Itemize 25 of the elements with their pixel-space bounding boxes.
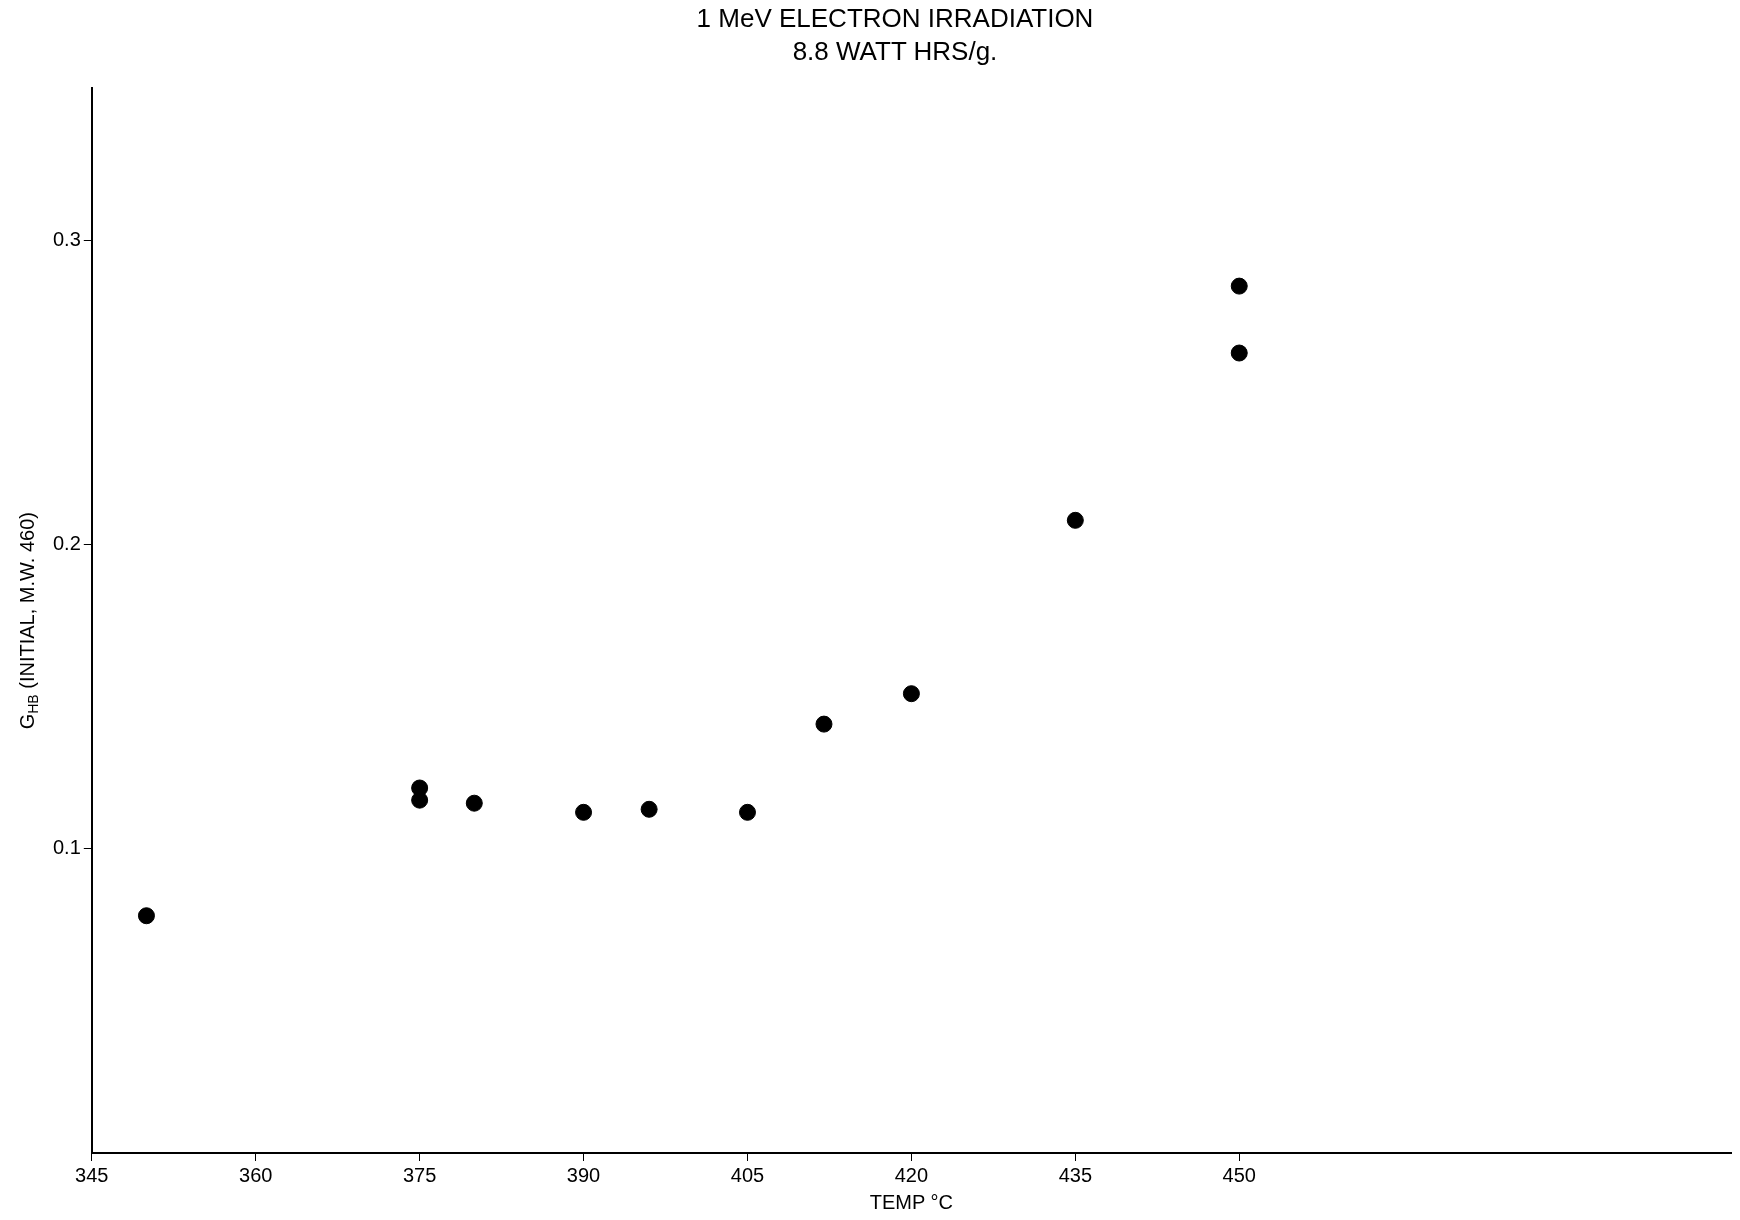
x-tick-label: 450: [1222, 1163, 1256, 1186]
x-axis-title: TEMP °C: [869, 1190, 953, 1213]
point: [575, 803, 593, 821]
point: [815, 715, 833, 733]
y-tick-label: 0.2: [52, 532, 81, 555]
point: [902, 685, 920, 703]
point: [640, 800, 658, 818]
point: [465, 794, 483, 812]
point: [137, 907, 155, 925]
y-tick-label: 0.3: [52, 228, 81, 250]
x-tick-label: 375: [402, 1163, 437, 1186]
x-tick-label: 360: [239, 1163, 273, 1186]
point: [738, 803, 756, 821]
x-tick-label: 405: [730, 1163, 765, 1186]
chart-subtitle: 8.8 WATT HRS/g.: [792, 35, 998, 66]
point: [1230, 277, 1248, 295]
x-tick-label: 390: [566, 1163, 601, 1186]
chart-title: 1 MeV ELECTRON IRRADIATION: [696, 2, 1094, 33]
x-tick-label: 420: [894, 1163, 929, 1186]
point: [1230, 344, 1248, 362]
point: [1066, 511, 1084, 529]
y-axis-title: GHB (INITIAL, M.W. 460): [15, 512, 41, 730]
y-tick-label: 0.1: [52, 836, 81, 859]
x-tick-label: 345: [75, 1163, 109, 1186]
x-tick-label: 435: [1058, 1163, 1093, 1186]
